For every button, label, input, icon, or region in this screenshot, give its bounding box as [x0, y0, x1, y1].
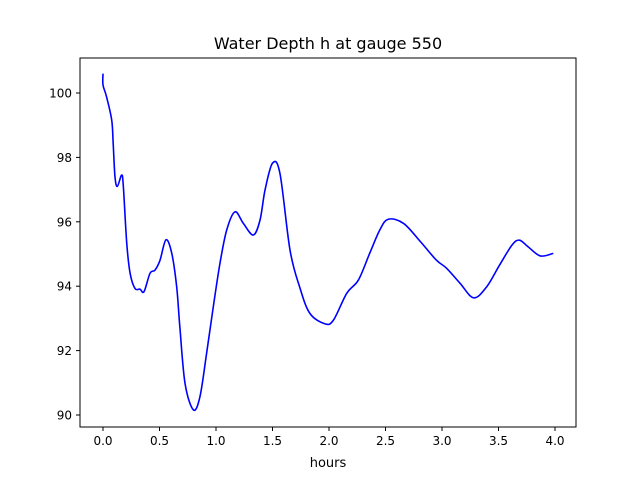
x-tick-label: 0.5	[150, 434, 169, 448]
y-tick-label: 98	[57, 151, 72, 165]
x-tick-label: 3.5	[489, 434, 508, 448]
y-tick-label: 96	[57, 215, 72, 229]
x-tick-label: 3.0	[432, 434, 451, 448]
x-tick-label: 1.0	[206, 434, 225, 448]
y-tick-label: 92	[57, 344, 72, 358]
y-tick-label: 90	[57, 409, 72, 423]
x-tick-label: 2.5	[376, 434, 395, 448]
plot-frame	[79, 57, 577, 428]
x-axis-label: hours	[310, 456, 347, 471]
x-tick-label: 0.0	[93, 434, 112, 448]
x-tick-label: 2.0	[319, 434, 338, 448]
y-tick-label: 94	[57, 280, 72, 294]
x-tick-label: 4.0	[545, 434, 564, 448]
x-tick-label: 1.5	[263, 434, 282, 448]
series-line-h	[101, 73, 554, 412]
y-tick-label: 100	[49, 87, 72, 101]
chart-title: Water Depth h at gauge 550	[214, 34, 442, 53]
